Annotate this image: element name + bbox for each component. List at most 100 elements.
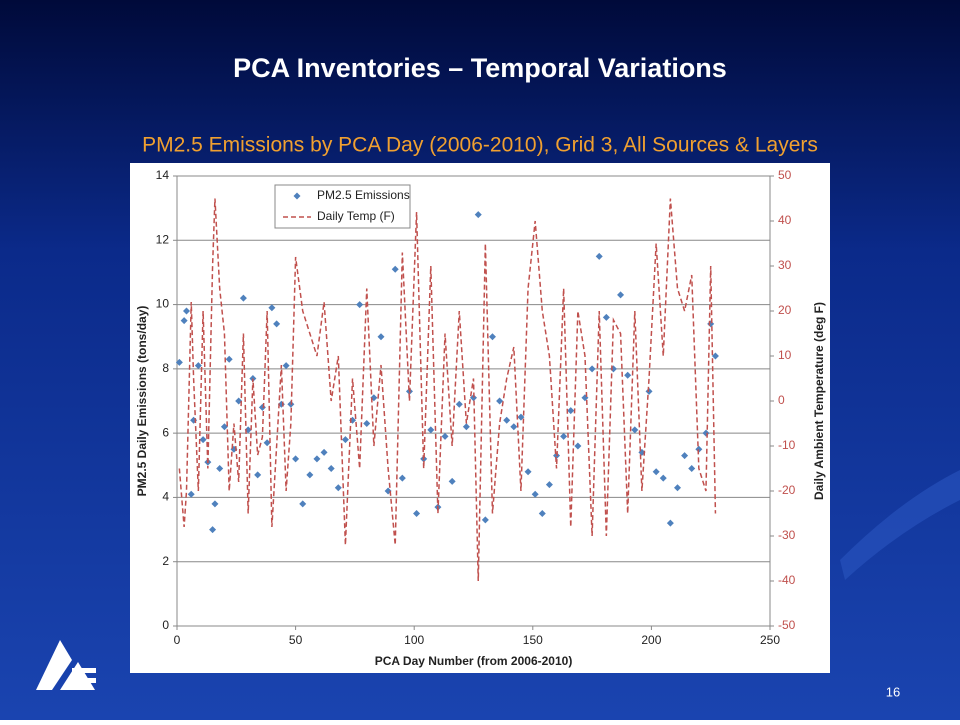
plot-frame: [176, 175, 771, 627]
point: [645, 387, 653, 395]
y-tick-label: 0: [162, 618, 169, 632]
x-axis-label: PCA Day Number (from 2006-2010): [375, 654, 573, 668]
point: [524, 468, 532, 476]
point: [209, 526, 217, 534]
plot: 0 2 4 6 8 10 12 14 -50 -40 -30 -20 -10 0 10 20 30 40 50 0 50…: [135, 168, 826, 668]
point: [474, 211, 482, 219]
point: [673, 484, 681, 492]
slide-title: PCA Inventories – Temporal Variations: [233, 53, 727, 83]
point: [617, 291, 625, 299]
y2-tick-label: 40: [778, 213, 792, 227]
point: [199, 436, 207, 444]
y-tick-label: 6: [162, 425, 169, 439]
point: [263, 439, 271, 447]
point: [268, 304, 276, 312]
y2-axis-label: Daily Ambient Temperature (deg F): [812, 302, 826, 500]
point: [282, 362, 290, 370]
y2-tick-label: 0: [778, 393, 785, 407]
point: [652, 468, 660, 476]
point: [688, 465, 696, 472]
point: [180, 317, 188, 325]
logo: [36, 640, 96, 690]
point: [220, 423, 228, 431]
point: [441, 432, 449, 440]
y-tick-label: 8: [162, 361, 169, 375]
point: [531, 490, 539, 498]
y2-tick-label: -30: [778, 528, 796, 542]
chart-title: PM2.5 Emissions by PCA Day (2006-2010), …: [142, 134, 818, 157]
point: [545, 481, 553, 489]
point: [254, 471, 262, 479]
y-tick-label: 2: [162, 554, 169, 568]
point: [624, 371, 632, 379]
point: [711, 352, 719, 360]
y2-tick-label: -10: [778, 438, 796, 452]
point: [225, 355, 233, 363]
legend-label: Daily Temp (F): [317, 209, 395, 223]
point: [481, 516, 489, 524]
point: [595, 252, 603, 260]
point: [391, 265, 399, 273]
point: [356, 301, 364, 309]
point: [182, 307, 190, 315]
y-tick-label: 12: [156, 232, 170, 246]
page-number: 16: [886, 684, 900, 699]
point: [538, 510, 546, 517]
point: [560, 432, 568, 440]
y-axis-label: PM2.5 Daily Emissions (tons/day): [135, 306, 149, 497]
y2-tick-label: 50: [778, 168, 792, 182]
point: [299, 500, 307, 508]
legend-swatch: [293, 192, 301, 200]
point: [377, 333, 385, 341]
point: [510, 423, 518, 431]
point: [503, 416, 511, 424]
legend-label: PM2.5 Emissions: [317, 188, 410, 202]
point: [292, 455, 300, 463]
point: [681, 452, 689, 460]
point: [427, 426, 435, 434]
point: [235, 397, 243, 405]
point: [187, 490, 195, 498]
point: [574, 442, 582, 450]
point: [327, 465, 335, 472]
point: [567, 407, 575, 415]
y-tick-label: 4: [162, 490, 169, 504]
x-tick-label: 100: [404, 633, 424, 647]
x-tick-label: 50: [289, 633, 303, 647]
point: [216, 465, 224, 472]
point: [695, 445, 703, 453]
point: [341, 436, 349, 444]
point: [313, 455, 321, 463]
point: [448, 477, 456, 485]
point: [273, 320, 281, 328]
point: [413, 510, 421, 517]
y2-tick-label: -20: [778, 483, 796, 497]
x-tick-label: 250: [760, 633, 780, 647]
point: [239, 294, 247, 302]
point: [455, 400, 463, 408]
point: [175, 358, 183, 366]
decor: [840, 470, 960, 580]
point: [517, 413, 525, 421]
x-tick-label: 0: [174, 633, 181, 647]
y2-tick-label: 30: [778, 258, 792, 272]
point: [602, 313, 610, 321]
point: [320, 448, 328, 456]
point: [462, 423, 470, 431]
y-tick-label: 10: [156, 297, 170, 311]
point: [488, 333, 496, 341]
chart-area: [130, 163, 830, 673]
point: [211, 500, 219, 508]
point: [398, 474, 406, 482]
point: [496, 397, 504, 405]
point: [659, 474, 667, 482]
legend-box: [274, 184, 411, 229]
y2-tick-label: 10: [778, 348, 792, 362]
x-tick-label: 150: [523, 633, 543, 647]
x-tick-label: 200: [641, 633, 661, 647]
y2-tick-label: 20: [778, 303, 792, 317]
y2-tick-label: -40: [778, 573, 796, 587]
point: [470, 394, 477, 402]
point: [194, 362, 202, 370]
temp-line: [178, 198, 717, 582]
